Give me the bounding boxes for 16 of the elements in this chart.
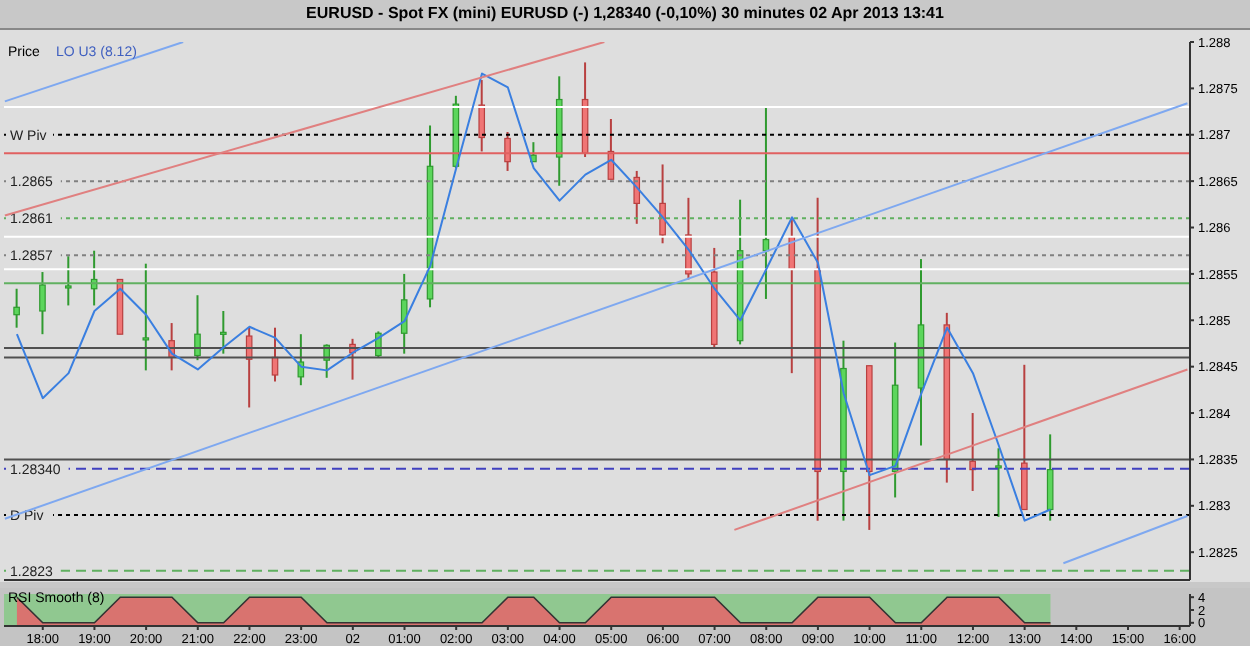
candlestick <box>64 255 72 307</box>
candlestick <box>142 262 150 372</box>
candlestick <box>400 272 408 355</box>
candlestick <box>1021 363 1028 511</box>
candlestick <box>478 79 486 153</box>
candlestick <box>995 447 1002 518</box>
candlestick <box>504 130 511 172</box>
candlestick <box>659 163 666 245</box>
chart-title: EURUSD - Spot FX (mini) EURUSD (-) 1,28340 (-0,10%) 30 minutes 02 Apr 2013 13:41 <box>0 0 1250 30</box>
candlestick <box>39 271 46 336</box>
candlestick <box>297 333 305 387</box>
candlestick <box>194 294 201 362</box>
candlestick <box>245 326 253 409</box>
candlestick <box>13 287 20 329</box>
candlestick <box>1046 433 1054 522</box>
candlestick <box>220 310 227 355</box>
